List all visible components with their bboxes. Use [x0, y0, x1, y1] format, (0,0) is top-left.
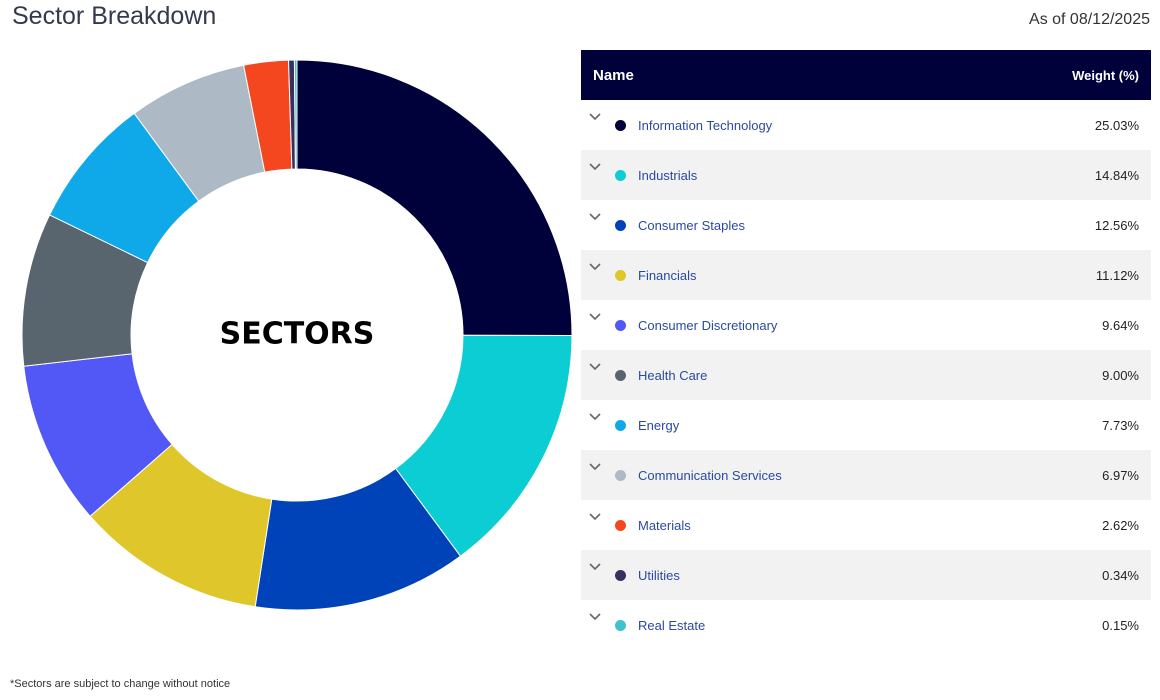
sector-weight-value: 12.56%	[973, 200, 1151, 250]
sector-weight-value: 7.73%	[973, 400, 1151, 450]
sector-name-link[interactable]: Information Technology	[638, 118, 772, 133]
legend-dot	[615, 120, 626, 131]
sector-name-link[interactable]: Materials	[638, 518, 691, 533]
chevron-down-icon[interactable]	[589, 413, 609, 421]
table-row[interactable]: Communication Services 6.97%	[581, 450, 1151, 500]
sector-table: Name Weight (%) Information Technology 25…	[581, 50, 1151, 650]
sector-weight-value: 14.84%	[973, 150, 1151, 200]
sector-weight-value: 9.64%	[973, 300, 1151, 350]
donut-slice-real-estate[interactable]	[294, 60, 297, 169]
table-row[interactable]: Consumer Staples 12.56%	[581, 200, 1151, 250]
sector-weight-value: 6.97%	[973, 450, 1151, 500]
chevron-down-icon[interactable]	[589, 613, 609, 621]
table-row[interactable]: Materials 2.62%	[581, 500, 1151, 550]
donut-slice-information-technology[interactable]	[297, 60, 572, 336]
legend-dot	[615, 470, 626, 481]
sector-name-cell: Communication Services	[581, 450, 973, 500]
chevron-down-icon[interactable]	[589, 463, 609, 471]
sector-name-cell: Consumer Staples	[581, 200, 973, 250]
sector-name-cell: Health Care	[581, 350, 973, 400]
weight-column-header: Weight (%)	[973, 50, 1151, 100]
sector-name-cell: Materials	[581, 500, 973, 550]
table-row[interactable]: Real Estate 0.15%	[581, 600, 1151, 650]
sector-weight-value: 9.00%	[973, 350, 1151, 400]
sector-name-link[interactable]: Consumer Discretionary	[638, 318, 777, 333]
sector-weight-value: 0.34%	[973, 550, 1151, 600]
chevron-down-icon[interactable]	[589, 313, 609, 321]
footnote: *Sectors are subject to change without n…	[10, 678, 230, 690]
legend-dot	[615, 620, 626, 631]
sector-name-link[interactable]: Real Estate	[638, 618, 705, 633]
legend-dot	[615, 320, 626, 331]
page-title: Sector Breakdown	[12, 2, 216, 31]
legend-dot	[615, 220, 626, 231]
legend-dot	[615, 420, 626, 431]
table-row[interactable]: Energy 7.73%	[581, 400, 1151, 450]
chevron-down-icon[interactable]	[589, 263, 609, 271]
sector-name-cell: Utilities	[581, 550, 973, 600]
as-of-date: As of 08/12/2025	[1029, 11, 1150, 29]
chevron-down-icon[interactable]	[589, 213, 609, 221]
table-row[interactable]: Information Technology 25.03%	[581, 100, 1151, 150]
sector-name-link[interactable]: Consumer Staples	[638, 218, 745, 233]
sector-weight-value: 25.03%	[973, 100, 1151, 150]
chevron-down-icon[interactable]	[589, 513, 609, 521]
sector-name-cell: Real Estate	[581, 600, 973, 650]
sector-name-link[interactable]: Industrials	[638, 168, 697, 183]
legend-dot	[615, 270, 626, 281]
sector-weight-value: 0.15%	[973, 600, 1151, 650]
name-column-header: Name	[581, 50, 973, 100]
table-row[interactable]: Financials 11.12%	[581, 250, 1151, 300]
sector-name-cell: Consumer Discretionary	[581, 300, 973, 350]
sector-weight-value: 2.62%	[973, 500, 1151, 550]
sector-name-link[interactable]: Utilities	[638, 568, 680, 583]
legend-dot	[615, 170, 626, 181]
sector-rows: Information Technology 25.03% Industrials 1…	[581, 100, 1151, 650]
sector-weight-value: 11.12%	[973, 250, 1151, 300]
sector-name-link[interactable]: Health Care	[638, 368, 707, 383]
chevron-down-icon[interactable]	[589, 113, 609, 121]
chevron-down-icon[interactable]	[589, 163, 609, 171]
sector-name-cell: Information Technology	[581, 100, 973, 150]
sector-name-link[interactable]: Financials	[638, 268, 697, 283]
table-row[interactable]: Consumer Discretionary 9.64%	[581, 300, 1151, 350]
legend-dot	[615, 570, 626, 581]
donut-center-label: SECTORS	[220, 317, 375, 352]
sector-donut-chart: SECTORS	[0, 40, 590, 630]
table-row[interactable]: Health Care 9.00%	[581, 350, 1151, 400]
chevron-down-icon[interactable]	[589, 563, 609, 571]
sector-name-link[interactable]: Communication Services	[638, 468, 782, 483]
chevron-down-icon[interactable]	[589, 363, 609, 371]
legend-dot	[615, 370, 626, 381]
table-header-row: Name Weight (%)	[581, 50, 1151, 100]
table-row[interactable]: Utilities 0.34%	[581, 550, 1151, 600]
sector-name-cell: Energy	[581, 400, 973, 450]
legend-dot	[615, 520, 626, 531]
sector-name-cell: Industrials	[581, 150, 973, 200]
sector-name-cell: Financials	[581, 250, 973, 300]
table-row[interactable]: Industrials 14.84%	[581, 150, 1151, 200]
sector-name-link[interactable]: Energy	[638, 418, 679, 433]
